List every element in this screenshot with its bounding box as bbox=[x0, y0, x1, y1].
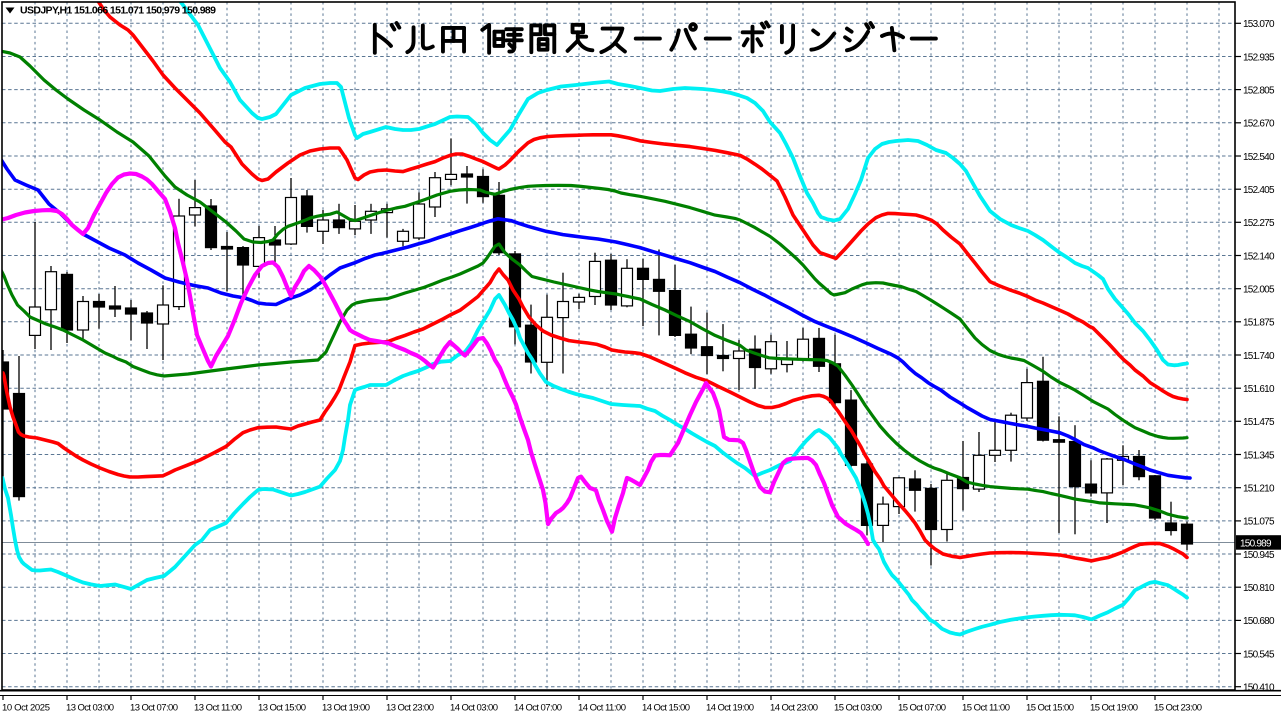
svg-text:152.540: 152.540 bbox=[1243, 152, 1275, 163]
svg-text:152.275: 152.275 bbox=[1243, 218, 1275, 229]
svg-text:151.875: 151.875 bbox=[1243, 318, 1275, 329]
svg-text:153.070: 153.070 bbox=[1243, 19, 1275, 30]
svg-text:150.680: 150.680 bbox=[1243, 616, 1275, 627]
svg-text:15 Oct 03:00: 15 Oct 03:00 bbox=[834, 703, 882, 714]
svg-text:13 Oct 07:00: 13 Oct 07:00 bbox=[130, 703, 178, 714]
svg-text:150.945: 150.945 bbox=[1243, 550, 1275, 561]
svg-text:13 Oct 11:00: 13 Oct 11:00 bbox=[194, 703, 242, 714]
svg-text:13 Oct 15:00: 13 Oct 15:00 bbox=[258, 703, 306, 714]
svg-text:151.075: 151.075 bbox=[1243, 517, 1275, 528]
svg-text:151.210: 151.210 bbox=[1243, 484, 1275, 495]
svg-text:152.670: 152.670 bbox=[1243, 119, 1275, 130]
svg-text:151.740: 151.740 bbox=[1243, 351, 1275, 362]
svg-text:150.989: 150.989 bbox=[1240, 538, 1272, 549]
svg-text:151.475: 151.475 bbox=[1243, 417, 1275, 428]
svg-text:15 Oct 15:00: 15 Oct 15:00 bbox=[1026, 703, 1074, 714]
svg-text:14 Oct 23:00: 14 Oct 23:00 bbox=[770, 703, 818, 714]
svg-text:15 Oct 11:00: 15 Oct 11:00 bbox=[962, 703, 1010, 714]
svg-text:14 Oct 19:00: 14 Oct 19:00 bbox=[706, 703, 754, 714]
svg-text:152.140: 152.140 bbox=[1243, 251, 1275, 262]
svg-text:14 Oct 07:00: 14 Oct 07:00 bbox=[514, 703, 562, 714]
svg-text:150.545: 150.545 bbox=[1243, 649, 1275, 660]
svg-text:13 Oct 23:00: 13 Oct 23:00 bbox=[386, 703, 434, 714]
svg-text:15 Oct 19:00: 15 Oct 19:00 bbox=[1090, 703, 1138, 714]
svg-text:14 Oct 15:00: 14 Oct 15:00 bbox=[642, 703, 690, 714]
svg-text:150.810: 150.810 bbox=[1243, 583, 1275, 594]
svg-text:10 Oct 2025: 10 Oct 2025 bbox=[2, 703, 50, 714]
svg-text:USDJPY,H1 151.066 151.071 150: USDJPY,H1 151.066 151.071 150.979 150.98… bbox=[20, 5, 216, 17]
svg-text:152.805: 152.805 bbox=[1243, 85, 1275, 96]
svg-text:152.935: 152.935 bbox=[1243, 52, 1275, 63]
svg-text:151.345: 151.345 bbox=[1243, 450, 1275, 461]
svg-text:13 Oct 03:00: 13 Oct 03:00 bbox=[66, 703, 114, 714]
svg-text:13 Oct 19:00: 13 Oct 19:00 bbox=[322, 703, 370, 714]
svg-text:15 Oct 23:00: 15 Oct 23:00 bbox=[1154, 703, 1202, 714]
svg-text:151.610: 151.610 bbox=[1243, 384, 1275, 395]
svg-text:14 Oct 11:00: 14 Oct 11:00 bbox=[578, 703, 626, 714]
svg-text:152.405: 152.405 bbox=[1243, 185, 1275, 196]
svg-text:14 Oct 03:00: 14 Oct 03:00 bbox=[450, 703, 498, 714]
svg-text:150.410: 150.410 bbox=[1243, 683, 1275, 694]
svg-text:152.005: 152.005 bbox=[1243, 285, 1275, 296]
svg-text:15 Oct 07:00: 15 Oct 07:00 bbox=[898, 703, 946, 714]
